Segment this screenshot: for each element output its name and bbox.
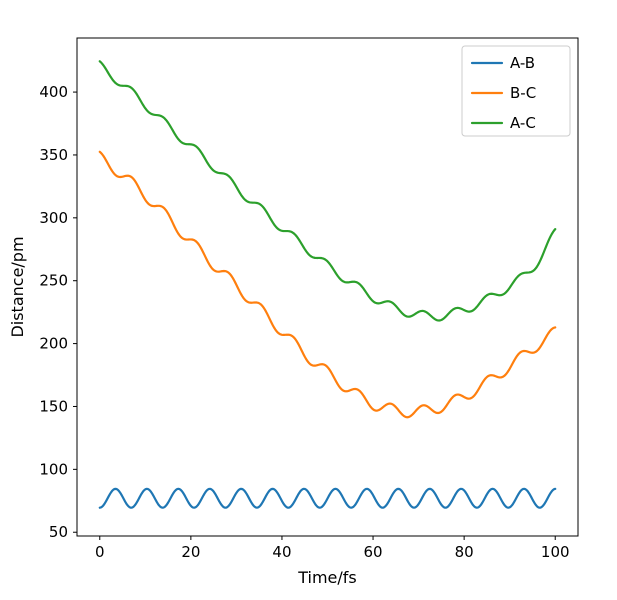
legend-label-A-C: A-C [510, 114, 536, 132]
x-tick-label: 40 [272, 543, 291, 561]
series-line-B-C [98, 150, 557, 419]
y-tick-label: 50 [49, 523, 68, 541]
legend-box [461, 45, 571, 137]
y-axis-label: Distance/pm [8, 236, 27, 338]
series-line-A-C [98, 60, 557, 322]
y-tick-label: 300 [39, 209, 68, 227]
y-tick-label: 200 [39, 335, 68, 353]
legend-entry: B-C [470, 84, 536, 102]
legend-label-A-B: A-B [510, 54, 535, 72]
x-axis-label: Time/fs [298, 568, 357, 587]
y-tick-label: 150 [39, 397, 68, 415]
x-tick-label: 20 [181, 543, 200, 561]
series-line-A-B [98, 487, 557, 509]
y-tick-label: 250 [39, 272, 68, 290]
legend-entry: A-C [470, 114, 536, 132]
x-tick-label: 100 [541, 543, 570, 561]
x-tick-label: 60 [363, 543, 382, 561]
legend: A-B B-C A-C [461, 45, 571, 137]
legend-label-B-C: B-C [510, 84, 536, 102]
y-tick-label: 350 [39, 146, 68, 164]
x-tick-label: 80 [455, 543, 474, 561]
axes-box [76, 37, 579, 537]
x-tick-label: 0 [95, 543, 105, 561]
y-tick-label: 100 [39, 460, 68, 478]
y-tick-label: 400 [39, 83, 68, 101]
legend-entry: A-B [470, 54, 535, 72]
